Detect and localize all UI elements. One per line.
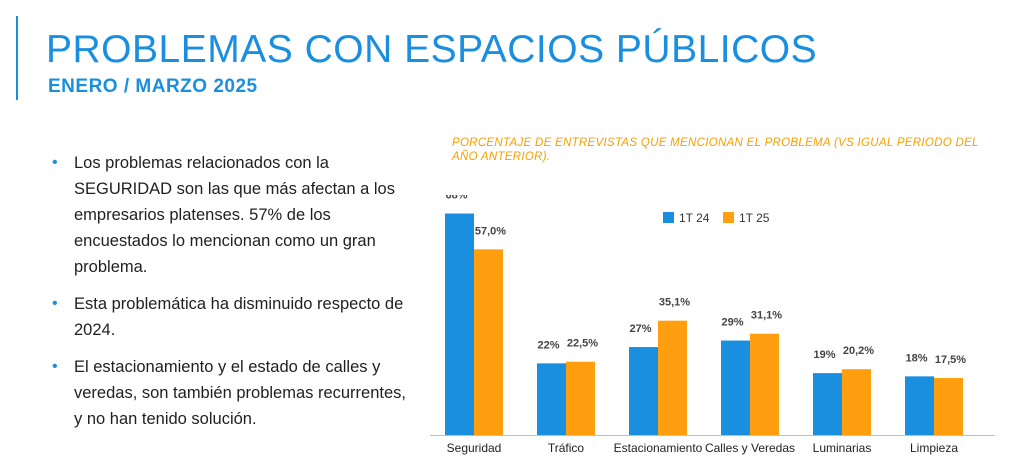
category-label: Tráfico xyxy=(548,441,585,455)
legend-label: 1T 24 xyxy=(679,211,710,225)
bullet-list: • Los problemas relacionados con la SEGU… xyxy=(50,150,410,443)
bar xyxy=(813,373,842,435)
data-label: 22,5% xyxy=(567,338,598,350)
legend-swatch xyxy=(663,212,674,223)
bullet-dot-icon: • xyxy=(52,154,58,171)
bar xyxy=(445,213,474,435)
bar xyxy=(566,361,595,435)
data-label: 17,5% xyxy=(935,354,966,366)
bar xyxy=(658,320,687,435)
bar-chart: 1T 24 1T 25 68% 57,0% Seguridad 22% 22,5% Tráfi… xyxy=(430,195,995,455)
bullet-item: • Los problemas relacionados con la SEGU… xyxy=(50,150,410,280)
data-label: 57,0% xyxy=(475,225,506,237)
bullet-text: Los problemas relacionados con la SEGURI… xyxy=(74,154,395,276)
title-accent-line xyxy=(16,16,18,100)
data-label: 19% xyxy=(813,349,835,361)
data-label: 31,1% xyxy=(751,310,782,322)
bar xyxy=(750,333,779,435)
page-subtitle: ENERO / MARZO 2025 xyxy=(48,76,258,97)
bullet-dot-icon: • xyxy=(52,295,58,312)
legend-label: 1T 25 xyxy=(739,211,770,225)
data-label: 27% xyxy=(629,323,651,335)
bullet-item: • Esta problemática ha disminuido respec… xyxy=(50,291,410,343)
bar xyxy=(537,363,566,435)
page-title: PROBLEMAS CON ESPACIOS PÚBLICOS xyxy=(46,28,818,71)
bar xyxy=(474,249,503,435)
bar xyxy=(842,369,871,435)
bullet-item: • El estacionamiento y el estado de call… xyxy=(50,354,410,432)
bar xyxy=(629,347,658,435)
data-label: 35,1% xyxy=(659,297,690,309)
category-label: Estacionamiento xyxy=(614,441,703,455)
category-label: Calles y Veredas xyxy=(705,441,795,455)
legend-swatch xyxy=(723,212,734,223)
data-label: 18% xyxy=(905,352,927,364)
data-label: 29% xyxy=(721,317,743,329)
bar xyxy=(934,378,963,435)
bullet-dot-icon: • xyxy=(52,358,58,375)
category-label: Seguridad xyxy=(447,441,502,455)
bullet-text: El estacionamiento y el estado de calles… xyxy=(74,358,406,428)
data-label: 68% xyxy=(445,195,467,202)
bar xyxy=(905,376,934,435)
data-label: 20,2% xyxy=(843,345,874,357)
data-label: 22% xyxy=(537,339,559,351)
bullet-text: Esta problemática ha disminuido respecto… xyxy=(74,295,404,339)
bar xyxy=(721,340,750,435)
category-label: Limpieza xyxy=(910,441,958,455)
category-label: Luminarias xyxy=(813,441,872,455)
chart-caption: PORCENTAJE DE ENTREVISTAS QUE MENCIONAN … xyxy=(452,137,979,163)
